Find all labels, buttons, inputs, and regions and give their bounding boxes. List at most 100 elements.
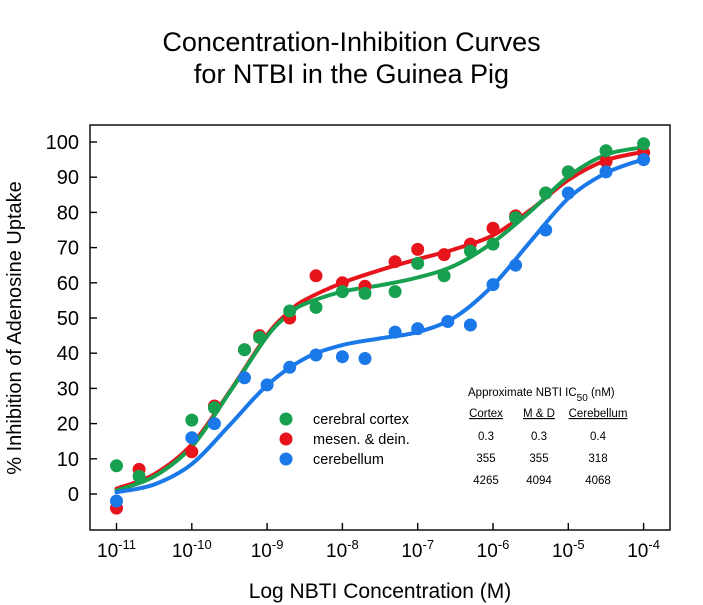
ic50-table: Approximate NBTI IC50 (nM) Cortex M & D Cer… (468, 387, 627, 487)
x-tick-base: 10 (251, 541, 272, 562)
data-point-cerebral-cortex (539, 186, 553, 200)
ic50-table-title: Approximate NBTI IC50 (nM) (468, 387, 615, 404)
data-point-cerebral-cortex (110, 459, 123, 473)
legend-label: mesen. & dein. (313, 432, 410, 448)
data-point-cerebellum (486, 278, 500, 292)
data-point-cerebral-cortex (561, 165, 575, 179)
y-tick-label: 30 (57, 378, 79, 400)
x-tick-base: 10 (401, 541, 422, 562)
data-point-cerebellum (260, 378, 274, 392)
data-point-cerebellum (411, 322, 425, 336)
y-tick-label: 20 (57, 414, 79, 436)
ic50-title-main: Approximate NBTI IC (468, 387, 577, 399)
data-point-cerebral-cortex (238, 343, 251, 357)
ic50-cell: 355 (529, 453, 548, 465)
data-point-cerebellum (207, 417, 221, 431)
chart-title-line-2: for NTBI in the Guinea Pig (193, 59, 510, 89)
y-tick-label: 90 (57, 167, 79, 189)
ic50-title-unit: (nM) (588, 387, 615, 399)
y-tick-label: 70 (57, 238, 79, 260)
y-axis-label: % Inhibition of Adenosine Uptake (4, 181, 26, 475)
x-tick-base: 10 (477, 541, 498, 562)
legend-marker (279, 452, 293, 466)
data-point-cerebral-cortex (599, 144, 613, 158)
x-tick-base: 10 (552, 541, 573, 562)
x-tick-exponent: -6 (498, 537, 510, 552)
y-tick-label: 10 (57, 449, 79, 471)
x-tick-base: 10 (627, 541, 648, 562)
data-point-cerebellum (388, 325, 402, 339)
points-layer (110, 137, 651, 515)
legend: cerebral cortex mesen. & dein. cerebellum (279, 412, 410, 468)
x-tick-label: 10-7 (401, 537, 434, 562)
data-point-cerebral-cortex (309, 300, 323, 314)
ic50-cell: 355 (476, 453, 495, 465)
plot-frame (89, 124, 671, 531)
y-tick-label: 40 (57, 343, 79, 365)
data-point-cerebral-cortex (358, 286, 372, 300)
fit-curve-cerebellum (114, 157, 646, 495)
data-point-cerebellum (335, 350, 349, 364)
y-tick-label: 0 (68, 484, 79, 506)
data-point-cerebellum (238, 371, 251, 385)
ic50-column-header: Cortex (469, 408, 503, 420)
ic50-cell: 0.4 (590, 431, 607, 443)
data-point-mesen-dein (437, 248, 451, 262)
data-point-cerebral-cortex (509, 211, 523, 225)
x-tick-label: 10-6 (477, 537, 510, 562)
data-point-cerebral-cortex (411, 256, 425, 270)
legend-marker (279, 412, 293, 426)
x-tick-label: 10-4 (627, 537, 660, 562)
ic50-column-header: Cerebellum (569, 408, 628, 420)
data-point-cerebellum (309, 348, 323, 362)
y-axis: 0 10 20 30 40 50 60 70 80 90 100 (46, 132, 97, 506)
legend-label: cerebral cortex (313, 412, 410, 428)
x-tick-label: 10-10 (172, 537, 212, 562)
y-tick-label: 60 (57, 273, 79, 295)
data-point-cerebral-cortex (207, 401, 221, 415)
data-point-mesen-dein (486, 221, 500, 235)
chart-title: Concentration-Inhibition Curves for NTBI… (0, 26, 703, 90)
data-point-cerebellum (463, 318, 477, 332)
data-point-mesen-dein (599, 154, 613, 168)
data-point-mesen-dein (185, 445, 199, 459)
ic50-cell: 4094 (526, 475, 552, 487)
data-point-cerebellum (637, 153, 651, 167)
ic50-cell: 0.3 (531, 431, 547, 443)
x-tick-label: 10-5 (552, 537, 585, 562)
y-tick-label: 100 (46, 132, 79, 154)
data-point-cerebral-cortex (335, 285, 349, 299)
data-point-cerebral-cortex (185, 413, 199, 427)
chart-title-line-1: Concentration-Inhibition Curves (162, 27, 541, 57)
data-point-mesen-dein (309, 269, 323, 283)
x-tick-label: 10-11 (97, 537, 136, 562)
ic50-cell: 4068 (585, 475, 611, 487)
ic50-title-subscript: 50 (577, 393, 589, 404)
data-point-cerebellum (561, 186, 575, 200)
x-tick-exponent: -7 (422, 537, 434, 552)
data-point-cerebellum (441, 315, 455, 328)
data-point-cerebral-cortex (463, 244, 477, 258)
ic50-cell: 318 (588, 453, 607, 465)
x-tick-exponent: -8 (347, 537, 359, 552)
data-point-mesen-dein (388, 255, 402, 269)
x-tick-exponent: -4 (648, 537, 660, 552)
data-point-cerebral-cortex (637, 137, 651, 151)
data-point-cerebellum (358, 352, 372, 365)
x-tick-exponent: -11 (118, 537, 136, 552)
data-point-cerebellum (283, 360, 297, 374)
x-axis: 10-11 10-10 10-9 10-8 10-7 10-6 10-5 10-4 (97, 523, 660, 562)
y-tick-label: 80 (57, 202, 79, 224)
ic50-cell: 4265 (473, 475, 499, 487)
ic50-cell: 0.3 (478, 431, 494, 443)
x-tick-label: 10-9 (251, 537, 284, 562)
ic50-column-header: M & D (523, 408, 555, 420)
data-point-cerebellum (539, 223, 553, 237)
data-point-cerebral-cortex (388, 285, 402, 299)
data-point-cerebellum (110, 494, 123, 508)
x-tick-label: 10-8 (326, 537, 359, 562)
data-point-cerebellum (185, 431, 199, 445)
data-point-cerebral-cortex (253, 330, 267, 344)
x-tick-base: 10 (172, 541, 193, 562)
